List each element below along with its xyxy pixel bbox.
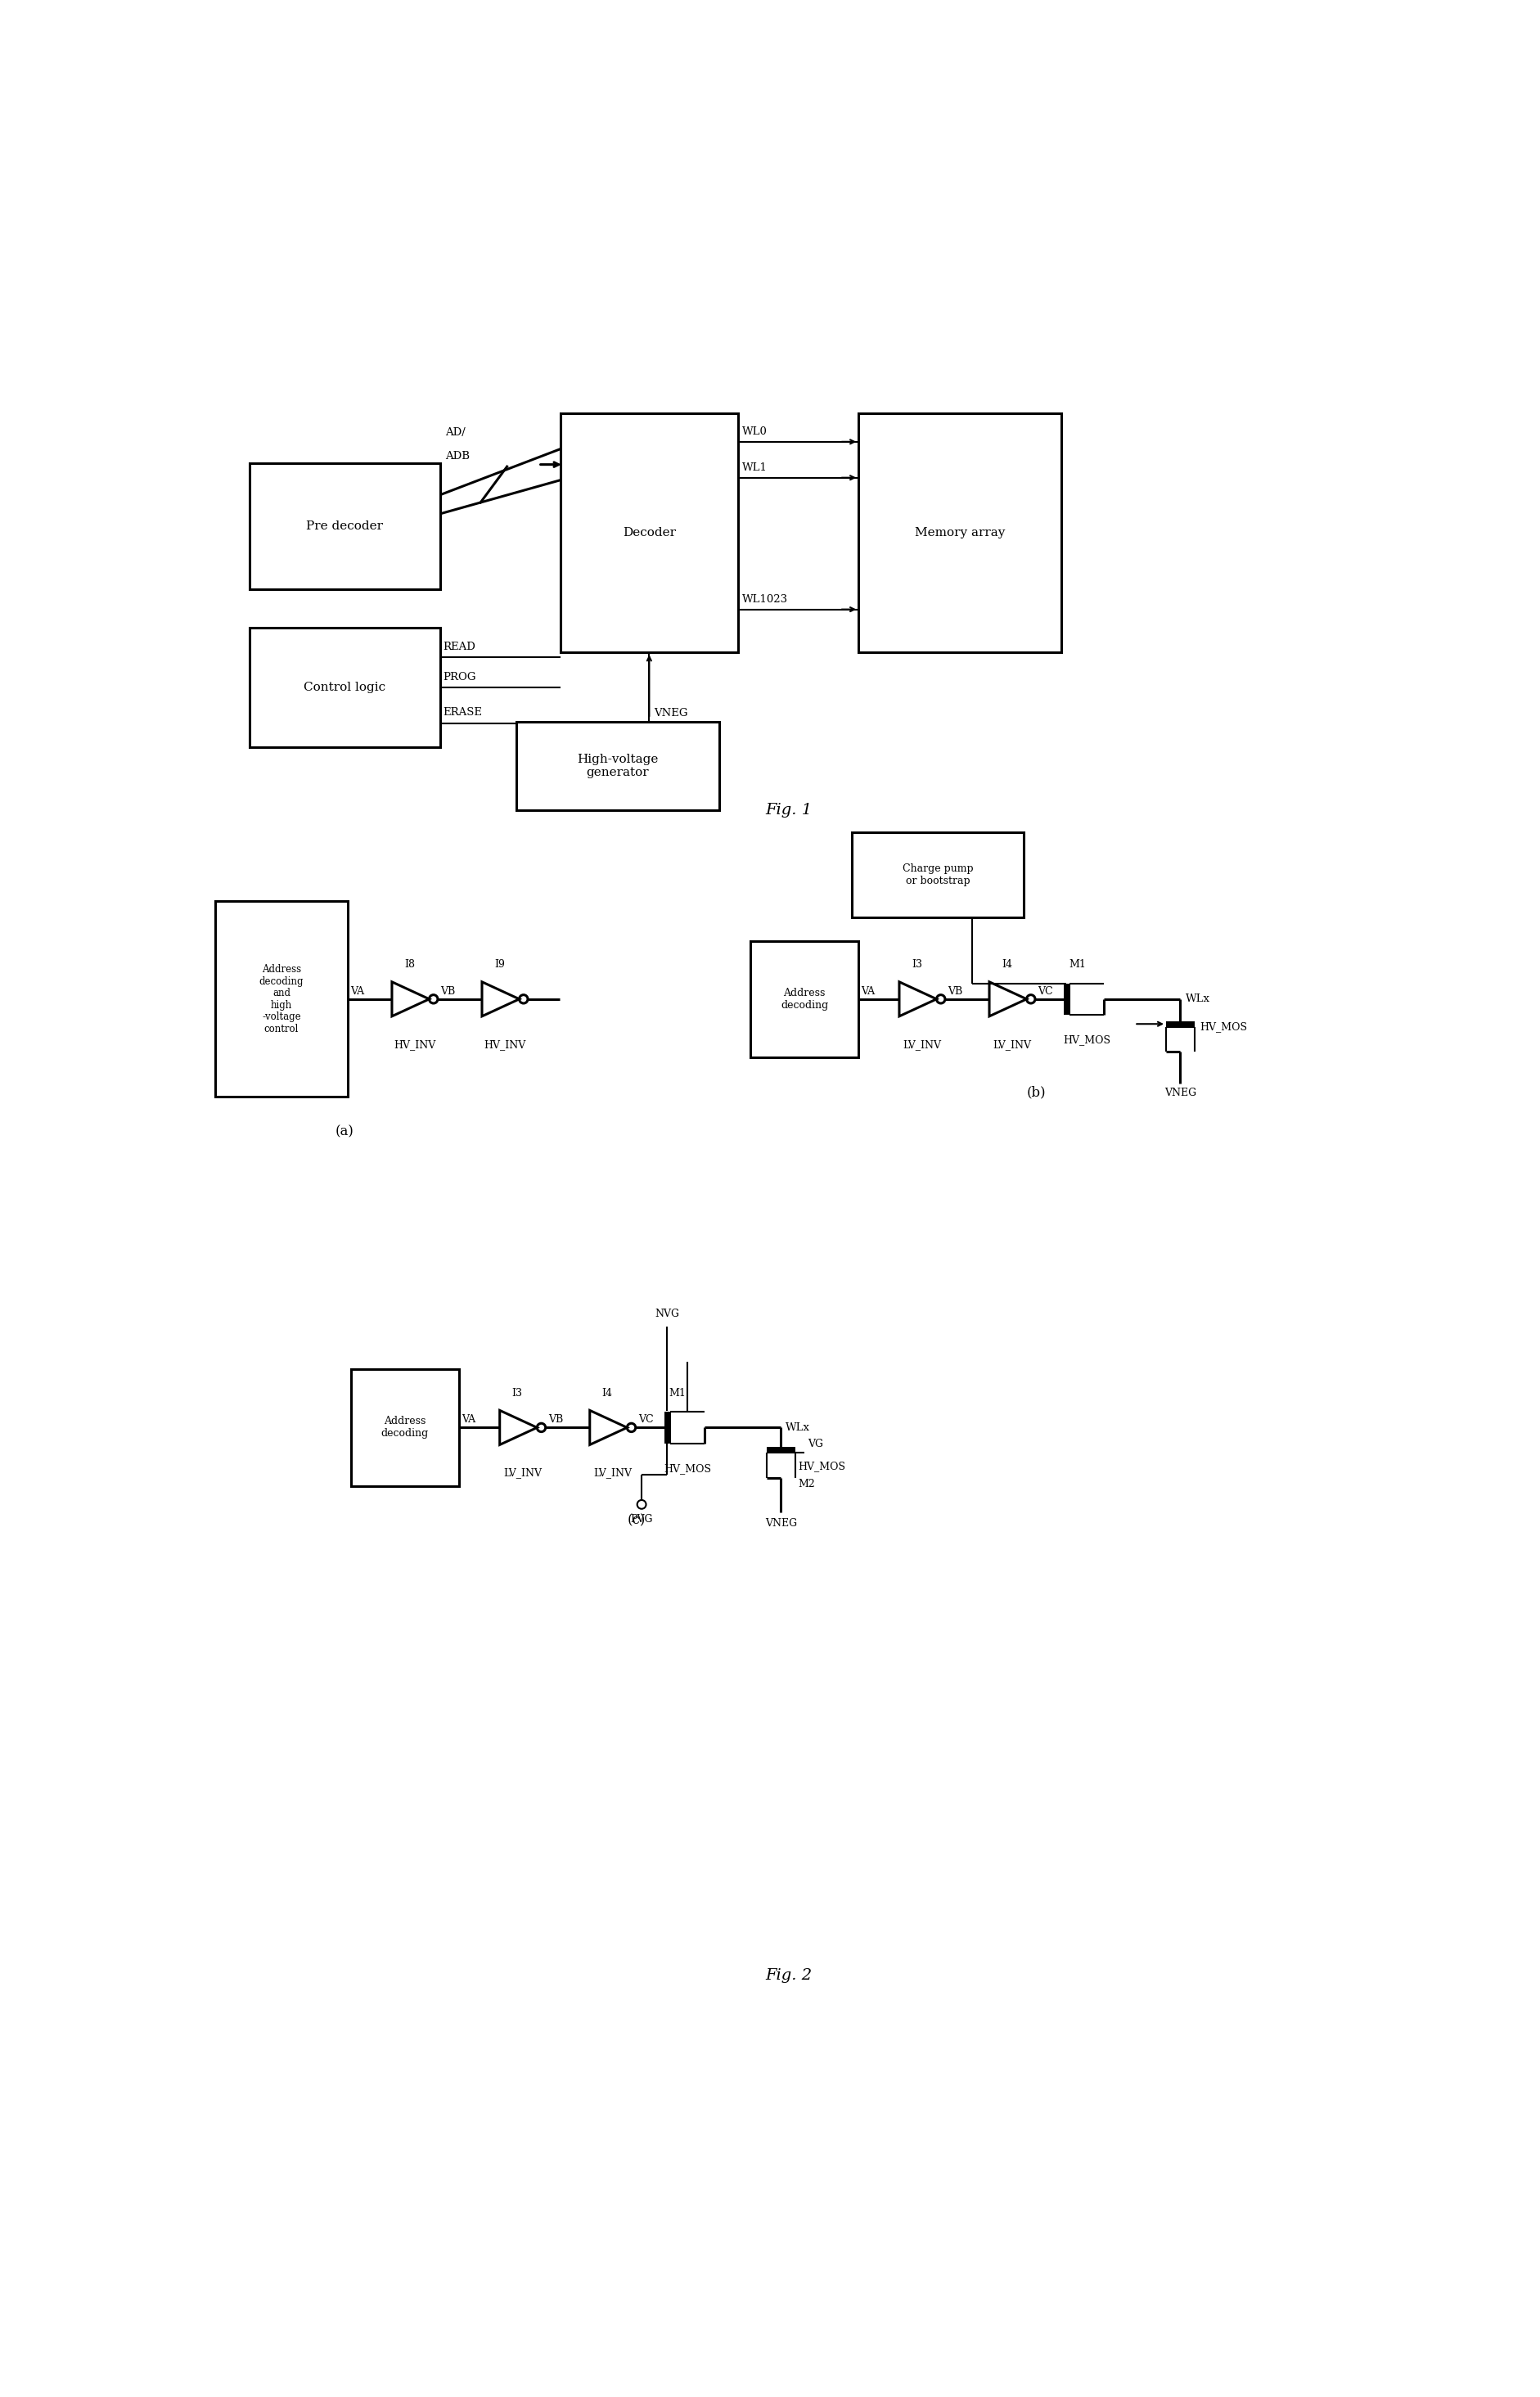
Bar bbox=[214, 901, 348, 1098]
Text: VB: VB bbox=[548, 1414, 562, 1426]
Text: Address
decoding: Address decoding bbox=[380, 1417, 428, 1438]
Text: AD/: AD/ bbox=[445, 427, 465, 439]
Text: VA: VA bbox=[462, 1414, 476, 1426]
Text: PVG: PVG bbox=[630, 1513, 653, 1524]
Text: VA: VA bbox=[350, 985, 365, 997]
Text: VC: VC bbox=[638, 1414, 653, 1426]
Text: PROG: PROG bbox=[444, 671, 476, 683]
Bar bbox=[1063, 983, 1069, 1014]
Text: M1: M1 bbox=[1069, 959, 1086, 971]
Text: WLx: WLx bbox=[785, 1421, 810, 1433]
Text: VNEG: VNEG bbox=[1164, 1088, 1195, 1098]
Text: VC: VC bbox=[1036, 985, 1052, 997]
Text: VB: VB bbox=[947, 985, 962, 997]
Text: WL1023: WL1023 bbox=[742, 594, 788, 604]
Text: HV_MOS: HV_MOS bbox=[1063, 1036, 1110, 1045]
Text: Fig. 2: Fig. 2 bbox=[765, 1968, 812, 1982]
Bar bbox=[750, 940, 858, 1057]
Bar bbox=[249, 628, 440, 748]
Bar bbox=[858, 412, 1061, 652]
Text: VNEG: VNEG bbox=[654, 707, 688, 719]
Text: I8: I8 bbox=[403, 959, 414, 971]
Bar bbox=[561, 412, 738, 652]
Text: HV_MOS: HV_MOS bbox=[1200, 1021, 1246, 1033]
Text: LV_INV: LV_INV bbox=[504, 1467, 542, 1479]
Text: LV_INV: LV_INV bbox=[593, 1467, 631, 1479]
Text: I3: I3 bbox=[511, 1388, 522, 1397]
Text: HV_MOS: HV_MOS bbox=[664, 1462, 710, 1474]
Text: Address
decoding: Address decoding bbox=[781, 988, 829, 1012]
Bar bbox=[1166, 1021, 1194, 1026]
Text: READ: READ bbox=[444, 642, 476, 652]
Bar bbox=[664, 1412, 670, 1443]
Text: VA: VA bbox=[861, 985, 875, 997]
Bar bbox=[765, 1448, 795, 1453]
Text: VB: VB bbox=[440, 985, 454, 997]
Text: ADB: ADB bbox=[445, 451, 470, 463]
Text: Memory array: Memory array bbox=[915, 527, 1004, 539]
Text: Charge pump
or bootstrap: Charge pump or bootstrap bbox=[902, 863, 973, 887]
Text: HV_MOS: HV_MOS bbox=[798, 1462, 845, 1472]
Text: I3: I3 bbox=[912, 959, 921, 971]
Text: VG: VG bbox=[807, 1438, 822, 1450]
Bar bbox=[351, 1369, 459, 1486]
Text: (c): (c) bbox=[627, 1513, 645, 1527]
Text: LV_INV: LV_INV bbox=[992, 1040, 1030, 1050]
Text: HV_INV: HV_INV bbox=[484, 1040, 525, 1050]
Text: ERASE: ERASE bbox=[444, 707, 482, 719]
Text: NVG: NVG bbox=[654, 1309, 679, 1318]
Text: I4: I4 bbox=[1001, 959, 1012, 971]
Text: Address
decoding
and
high
-voltage
control: Address decoding and high -voltage contr… bbox=[259, 964, 303, 1033]
Text: High-voltage
generator: High-voltage generator bbox=[576, 753, 658, 779]
Text: I4: I4 bbox=[602, 1388, 613, 1397]
Bar bbox=[516, 721, 719, 810]
Text: (b): (b) bbox=[1026, 1086, 1046, 1098]
Text: M2: M2 bbox=[798, 1479, 815, 1489]
Text: WL1: WL1 bbox=[742, 463, 767, 472]
Text: HV_INV: HV_INV bbox=[393, 1040, 436, 1050]
Bar bbox=[249, 463, 440, 590]
Text: WLx: WLx bbox=[1184, 995, 1209, 1004]
Text: M1: M1 bbox=[668, 1388, 685, 1397]
Text: LV_INV: LV_INV bbox=[902, 1040, 941, 1050]
Text: WL0: WL0 bbox=[742, 427, 767, 436]
Text: Control logic: Control logic bbox=[303, 681, 385, 693]
Text: Pre decoder: Pre decoder bbox=[306, 520, 383, 532]
Text: Fig. 1: Fig. 1 bbox=[765, 803, 812, 817]
Text: Decoder: Decoder bbox=[622, 527, 676, 539]
Text: I9: I9 bbox=[494, 959, 505, 971]
Text: VNEG: VNEG bbox=[764, 1517, 796, 1529]
Bar bbox=[852, 832, 1023, 918]
Text: (a): (a) bbox=[336, 1124, 354, 1139]
